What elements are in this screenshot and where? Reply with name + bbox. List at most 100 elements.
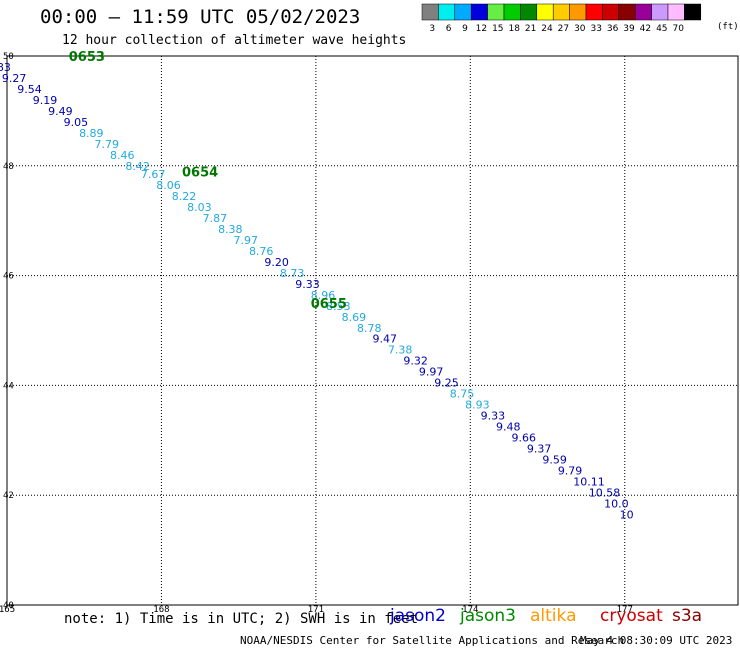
colorbar-label: 6 (446, 24, 452, 34)
colorbar-swatch (503, 3, 521, 21)
footer-timestamp: May 4 08:30:09 UTC 2023 (580, 634, 733, 647)
swh-data-label: 7.87 (203, 212, 228, 225)
x-tick-label: 174 (462, 605, 478, 615)
colorbar-label: 36 (607, 24, 619, 34)
colorbar-swatch (651, 3, 669, 21)
swh-data-label: 8.22 (172, 190, 197, 203)
x-tick-label: 177 (617, 605, 633, 615)
swh-data-label: 9.05 (64, 116, 89, 129)
colorbar-label: 39 (623, 24, 635, 34)
swh-data-label: 8.96 (311, 289, 336, 302)
swh-data-label: 9.49 (48, 105, 73, 118)
x-tick-label: 168 (153, 605, 169, 615)
y-tick-label: 48 (3, 162, 14, 172)
colorbar-swatch (552, 3, 570, 21)
plot-frame (6, 55, 739, 606)
swh-data-label: 9.54 (17, 83, 42, 96)
swh-data-label: 8.42 (125, 160, 149, 173)
swh-data-label: 8.38 (218, 223, 243, 236)
colorbar-unit: (ft) (717, 22, 739, 32)
colorbar-swatch (667, 3, 685, 21)
swh-data-label: 9.83 (0, 61, 11, 74)
swh-data-label: 9.19 (33, 94, 58, 107)
page-subtitle: 12 hour collection of altimeter wave hei… (62, 33, 407, 48)
colorbar-swatch (421, 3, 439, 21)
swh-data-label: 7.97 (234, 234, 259, 247)
colorbar-label: 42 (640, 24, 651, 34)
satellite-s3a: s3a (672, 606, 703, 626)
x-tick-label: 165 (0, 605, 15, 615)
colorbar-swatch (487, 3, 505, 21)
swh-data-label: 9.79 (558, 464, 583, 477)
time-label: 0653 (69, 50, 105, 65)
colorbar-label: 30 (574, 24, 586, 34)
swh-data-label: 10.11 (573, 475, 605, 488)
colorbar-label: 70 (672, 24, 684, 34)
satellite-cryosat: cryosat (600, 606, 663, 626)
time-label: 0654 (182, 165, 218, 180)
colorbar-label: 21 (525, 24, 536, 34)
colorbar-label: 9 (462, 24, 468, 34)
swh-data-label: 9.33 (481, 410, 506, 423)
colorbar-label: 3 (429, 24, 435, 34)
swh-data-label: 9.25 (434, 377, 459, 390)
swh-data-label: 8.03 (187, 201, 212, 214)
colorbar-swatch (634, 3, 652, 21)
swh-data-label: 9.97 (419, 366, 444, 379)
colorbar-label: 45 (656, 24, 667, 34)
page-title: 00:00 – 11:59 UTC 05/02/2023 (40, 6, 361, 28)
swh-data-label: 7.67 (141, 168, 166, 181)
footer-credit: NOAA/NESDIS Center for Satellite Applica… (240, 634, 625, 647)
y-tick-label: 40 (3, 601, 14, 611)
swh-data-label: 9.66 (511, 432, 535, 445)
swh-data-label: 9.37 (527, 443, 552, 456)
satellite-altika: altika (530, 606, 577, 626)
swh-data-label: 10.58 (589, 486, 621, 499)
swh-data-label: 9.59 (542, 454, 567, 467)
x-tick-label: 171 (308, 605, 324, 615)
swh-data-label: 8.73 (280, 267, 305, 280)
swh-data-label: 10.0 (604, 497, 629, 510)
swh-data-label: 9.48 (496, 421, 521, 434)
colorbar-swatch (602, 3, 620, 21)
swh-data-label: 8.75 (450, 388, 475, 401)
colorbar-swatch (438, 3, 456, 21)
colorbar-swatch (585, 3, 603, 21)
y-tick-label: 46 (3, 272, 14, 282)
satellite-jason3: jason3 (460, 606, 516, 626)
colorbar-swatch (470, 3, 488, 21)
swh-data-label: 8.78 (357, 322, 382, 335)
colorbar-label: 18 (508, 24, 520, 34)
swh-data-label: 7.38 (388, 344, 413, 357)
colorbar-swatch (618, 3, 636, 21)
swh-data-label: 8.93 (465, 399, 490, 412)
colorbar-label: 24 (541, 24, 553, 34)
colorbar-swatch (684, 3, 702, 21)
colorbar-label: 12 (476, 24, 487, 34)
swh-data-label: 9.47 (373, 333, 398, 346)
colorbar-label: 27 (558, 24, 569, 34)
swh-data-label: 8.69 (342, 311, 367, 324)
y-tick-label: 44 (3, 381, 14, 391)
satellite-jason2: jason2 (390, 606, 446, 626)
y-tick-label: 50 (3, 52, 14, 62)
swh-data-label: 8.06 (156, 179, 181, 192)
colorbar-swatch (569, 3, 587, 21)
swh-data-label: 9.27 (2, 72, 27, 85)
footer-note: note: 1) Time is in UTC; 2) SWH is in fe… (64, 611, 419, 627)
colorbar-swatch (536, 3, 554, 21)
colorbar-swatch (454, 3, 472, 21)
swh-data-label: 9.20 (264, 256, 289, 269)
colorbar-label: 15 (492, 24, 503, 34)
swh-data-label: 8.46 (110, 149, 135, 162)
colorbar-label: 33 (590, 24, 601, 34)
y-tick-label: 42 (3, 491, 14, 501)
swh-data-label: 8.89 (79, 127, 104, 140)
colorbar-swatch (520, 3, 538, 21)
swh-data-label: 8.76 (249, 245, 273, 258)
swh-data-label: 9.33 (295, 278, 320, 291)
swh-data-label: 8.53 (326, 300, 351, 313)
swh-data-label: 7.79 (95, 138, 120, 151)
time-label: 0655 (311, 297, 347, 312)
